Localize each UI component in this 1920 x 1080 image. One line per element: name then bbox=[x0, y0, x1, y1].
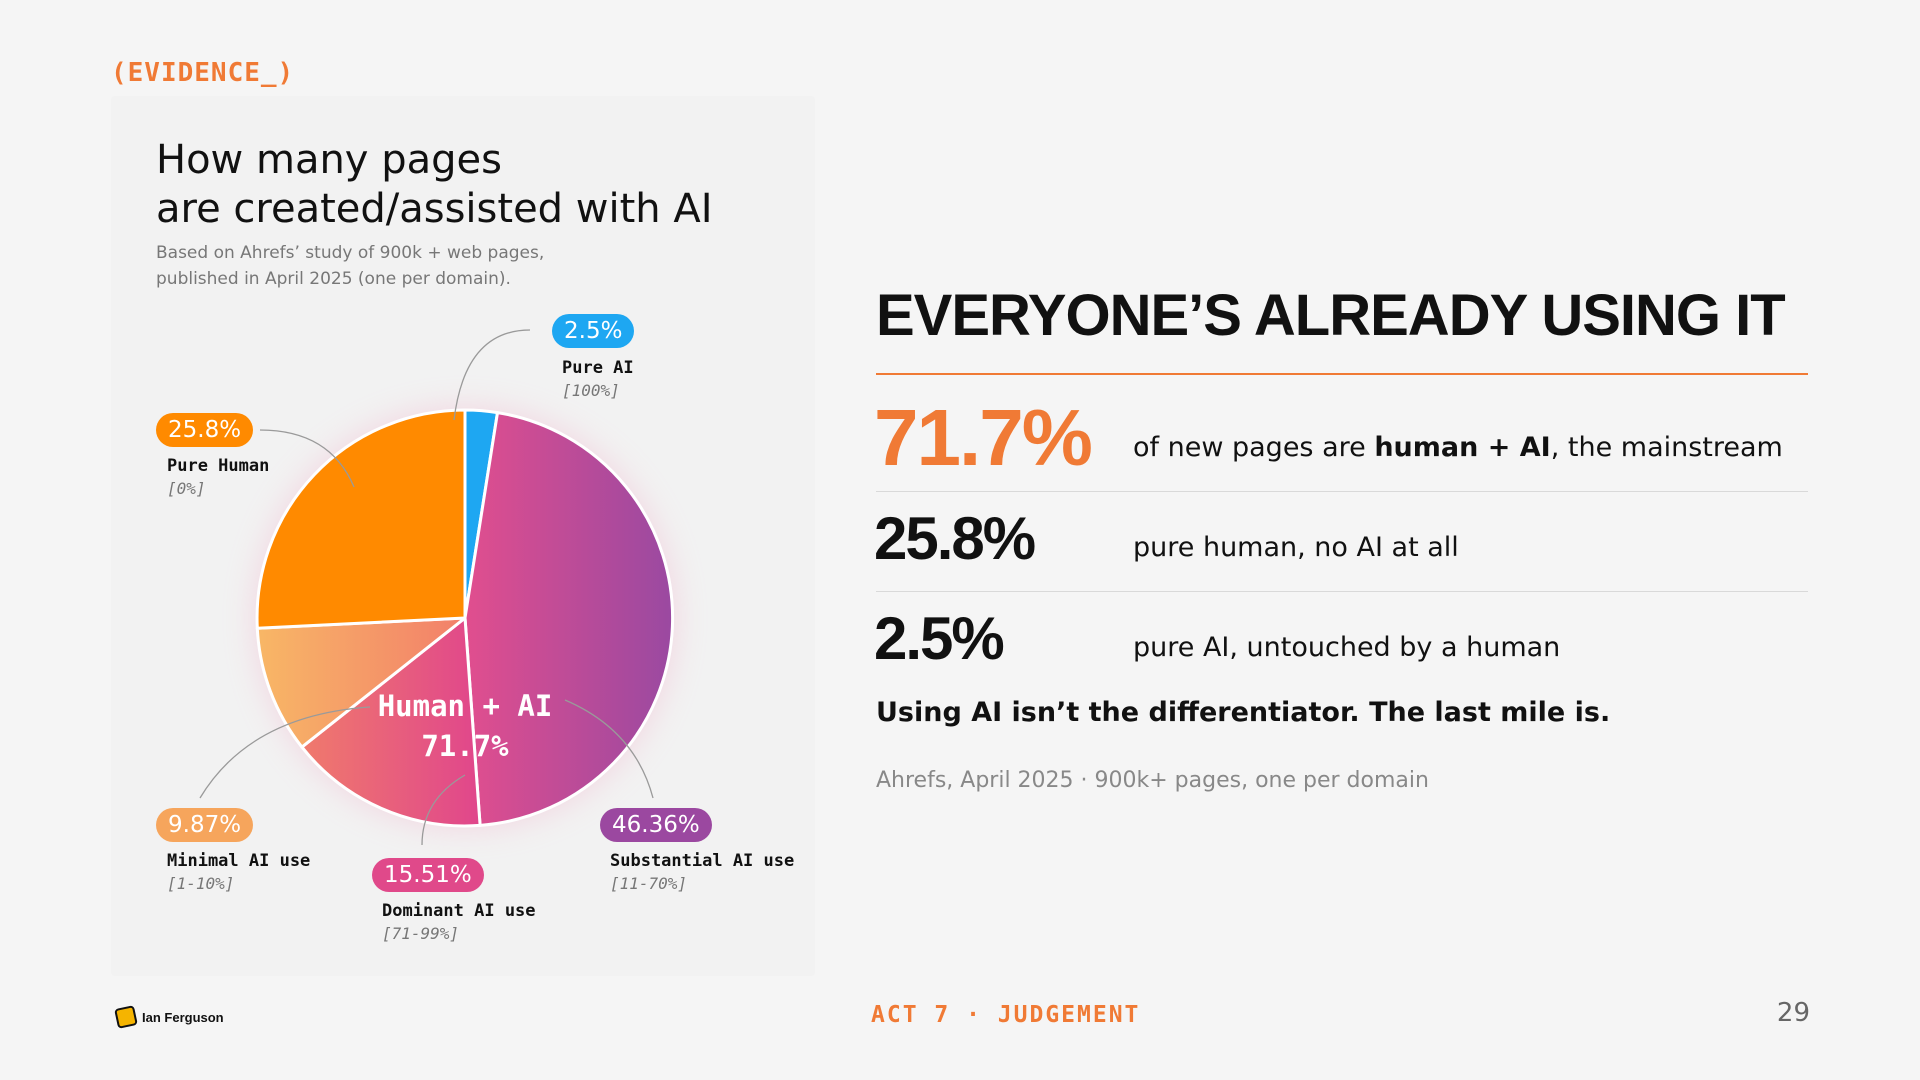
stat-desc-human-ai-bold: human + AI bbox=[1374, 432, 1551, 463]
center-label-value: 71.7% bbox=[421, 729, 509, 763]
section-tag: (EVIDENCE_) bbox=[111, 58, 295, 88]
author-name: Ian Ferguson bbox=[142, 1009, 224, 1025]
pie-slice-dominant bbox=[300, 616, 482, 828]
pie-slice-substantial bbox=[463, 411, 675, 827]
headline: EVERYONE’S ALREADY USING IT bbox=[876, 283, 1786, 348]
chart-title-line-2: are created/assisted with AI bbox=[156, 186, 713, 232]
slice-label-pure-human: Pure Human bbox=[167, 456, 270, 476]
stat-desc-human-ai: of new pages are human + AI, the mainstr… bbox=[1133, 432, 1783, 463]
slice-range-substantial: [11-70%] bbox=[610, 874, 688, 893]
leader-line-minimal bbox=[199, 706, 371, 799]
center-label-title: Human + AI bbox=[377, 689, 553, 723]
leader-line-dominant bbox=[421, 774, 466, 846]
stat-desc-pure-human: pure human, no AI at all bbox=[1133, 532, 1459, 563]
slice-label-dominant: Dominant AI use bbox=[382, 901, 536, 921]
slice-label-pure-ai: Pure AI bbox=[562, 358, 634, 378]
slice-label-minimal: Minimal AI use bbox=[167, 851, 311, 871]
author-logo: Ian Ferguson bbox=[114, 1005, 224, 1029]
stat-value-pure-ai: 2.5% bbox=[874, 605, 1005, 672]
slice-value-pill-substantial: 46.36% bbox=[600, 808, 712, 842]
slice-value-pill-pure-human: 25.8% bbox=[156, 413, 254, 447]
chart-subtitle: Based on Ahrefs’ study of 900k + web pag… bbox=[156, 240, 676, 292]
stat-desc-pure-ai: pure AI, untouched by a human bbox=[1133, 632, 1561, 663]
slice-range-pure-ai: [100%] bbox=[562, 381, 620, 400]
stat-value-pure-human: 25.8% bbox=[874, 505, 1036, 572]
slice-value-pill-dominant: 15.51% bbox=[372, 858, 484, 892]
chart-subtitle-line-2: published in April 2025 (one per domain)… bbox=[156, 269, 511, 289]
stat-desc-human-ai-pre: of new pages are bbox=[1133, 432, 1375, 463]
stat-divider bbox=[876, 491, 1808, 492]
slice-range-dominant: [71-99%] bbox=[382, 924, 460, 943]
pie-slice-minimal bbox=[255, 616, 467, 749]
slice-value-pill-minimal: 9.87% bbox=[156, 808, 254, 842]
slice-value-pill-pure-ai: 2.5% bbox=[552, 314, 635, 348]
act-label: ACT 7 · JUDGEMENT bbox=[871, 1002, 1141, 1028]
logo-mark-icon bbox=[114, 1005, 138, 1029]
stat-divider bbox=[876, 591, 1808, 592]
leader-line-substantial bbox=[564, 699, 654, 799]
chart-title: How many pages are created/assisted with… bbox=[156, 136, 796, 234]
headline-rule bbox=[876, 373, 1808, 375]
chart-title-line-1: How many pages bbox=[156, 137, 502, 183]
center-label: Human + AI 71.7% bbox=[365, 686, 565, 766]
stat-desc-human-ai-post: , the mainstream bbox=[1550, 432, 1783, 463]
leader-line-pure-ai bbox=[453, 329, 531, 421]
stat-value-human-ai: 71.7% bbox=[874, 393, 1093, 482]
source-note: Ahrefs, April 2025 · 900k+ pages, one pe… bbox=[876, 768, 1429, 793]
slice-label-substantial: Substantial AI use bbox=[610, 851, 795, 871]
pie-slice-pure-human bbox=[255, 408, 467, 630]
slice-range-pure-human: [0%] bbox=[167, 479, 206, 498]
chart-subtitle-line-1: Based on Ahrefs’ study of 900k + web pag… bbox=[156, 243, 545, 263]
page-number: 29 bbox=[1776, 998, 1810, 1028]
takeaway: Using AI isn’t the differentiator. The l… bbox=[876, 697, 1611, 728]
slice-range-minimal: [1-10%] bbox=[167, 874, 235, 893]
leader-line-pure-human bbox=[259, 429, 355, 488]
